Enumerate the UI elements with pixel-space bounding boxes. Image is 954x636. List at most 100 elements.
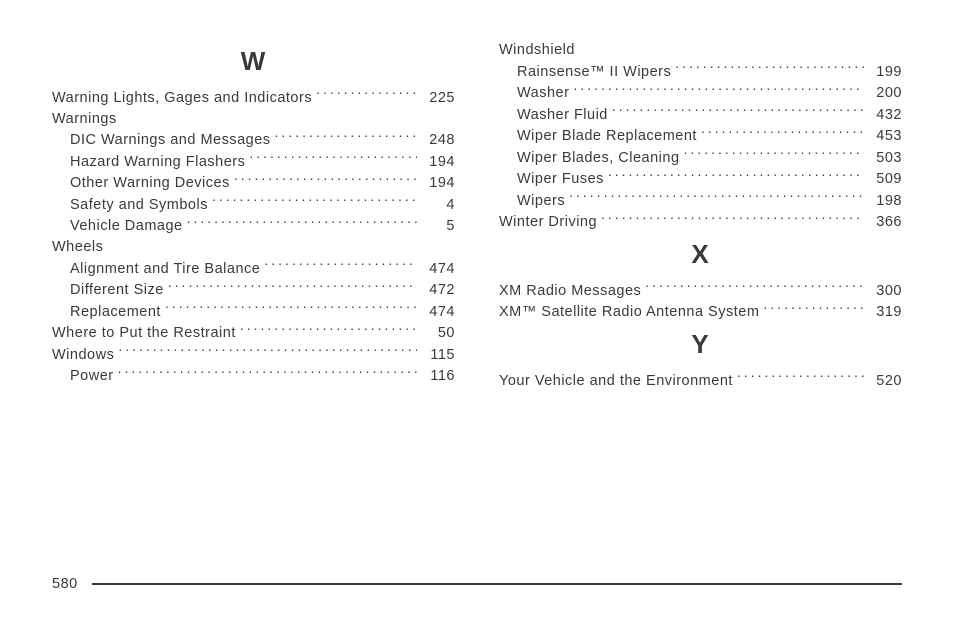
index-entry: Hazard Warning Flashers 194 [52,151,455,173]
index-columns: W Warning Lights, Gages and Indicators 2… [52,40,902,392]
leader-dots [612,104,864,119]
entry-label: Hazard Warning Flashers [70,152,245,173]
entry-label: Winter Driving [499,212,597,233]
entry-label: Rainsense™ II Wipers [517,62,671,83]
entry-label: Wiper Blade Replacement [517,126,697,147]
entry-page: 472 [421,280,455,301]
index-entry: XM Radio Messages 300 [499,280,902,302]
entry-label: Replacement [70,302,161,323]
entry-page: 509 [868,169,902,190]
leader-dots [118,344,417,359]
leader-dots [264,258,417,273]
leader-dots [737,370,864,385]
entry-label: Other Warning Devices [70,173,230,194]
section-heading-x: X [499,239,902,270]
entry-page: 115 [421,345,455,366]
entry-page: 200 [868,83,902,104]
left-column: W Warning Lights, Gages and Indicators 2… [52,40,455,392]
entry-label: Wiper Fuses [517,169,604,190]
entry-page: 116 [421,366,455,387]
index-entry: Warning Lights, Gages and Indicators 225 [52,87,455,109]
index-entry: Replacement 474 [52,301,455,323]
index-entry: Washer 200 [499,83,902,105]
leader-dots [212,194,417,209]
entry-label: Washer Fluid [517,105,608,126]
entry-page: 453 [868,126,902,147]
footer-rule [92,583,902,585]
leader-dots [601,212,864,227]
entry-page: 248 [421,130,455,151]
index-entry: Different Size 472 [52,280,455,302]
leader-dots [573,83,864,98]
index-entry: Wiper Blade Replacement 453 [499,126,902,148]
entry-label: Power [70,366,114,387]
entry-page: 300 [868,281,902,302]
index-entry: Wipers 198 [499,190,902,212]
entry-label: Windows [52,345,114,366]
page-number: 580 [52,576,92,592]
index-entry: Windows 115 [52,344,455,366]
entry-page: 319 [868,302,902,323]
entry-label: Your Vehicle and the Environment [499,371,733,392]
section-heading-w: W [52,46,455,77]
index-entry: Washer Fluid 432 [499,104,902,126]
entry-page: 366 [868,212,902,233]
entry-page: 199 [868,62,902,83]
entry-page: 520 [868,371,902,392]
entry-label: DIC Warnings and Messages [70,130,271,151]
entry-page: 474 [421,302,455,323]
right-column: Windshield Rainsense™ II Wipers 199 Wash… [499,40,902,392]
entry-page: 503 [868,148,902,169]
leader-dots [168,280,417,295]
index-entry: Alignment and Tire Balance 474 [52,258,455,280]
leader-dots [569,190,864,205]
entry-label: Safety and Symbols [70,195,208,216]
entry-page: 474 [421,259,455,280]
index-entry: Other Warning Devices 194 [52,173,455,195]
leader-dots [240,323,417,338]
leader-dots [684,147,864,162]
index-entry: Where to Put the Restraint 50 [52,323,455,345]
leader-dots [165,301,417,316]
entry-label: Washer [517,83,569,104]
leader-dots [187,216,417,231]
entry-label: Wiper Blades, Cleaning [517,148,680,169]
entry-page: 4 [421,195,455,216]
index-entry: Wiper Fuses 509 [499,169,902,191]
entry-label: Alignment and Tire Balance [70,259,260,280]
leader-dots [316,87,417,102]
index-entry: Your Vehicle and the Environment 520 [499,370,902,392]
entry-page: 194 [421,152,455,173]
entry-label: Different Size [70,280,164,301]
entry-label: Vehicle Damage [70,216,183,237]
entry-label: Where to Put the Restraint [52,323,236,344]
entry-label: Warning Lights, Gages and Indicators [52,88,312,109]
index-group-heading: Warnings [52,109,455,130]
index-entry: Safety and Symbols 4 [52,194,455,216]
page-footer: 580 [52,576,902,592]
index-entry: Power 116 [52,366,455,388]
index-entry: Winter Driving 366 [499,212,902,234]
index-entry: Rainsense™ II Wipers 199 [499,61,902,83]
leader-dots [118,366,417,381]
leader-dots [275,130,417,145]
leader-dots [608,169,864,184]
leader-dots [701,126,864,141]
entry-page: 432 [868,105,902,126]
leader-dots [675,61,864,76]
entry-page: 225 [421,88,455,109]
entry-label: Wipers [517,191,565,212]
index-entry: Vehicle Damage 5 [52,216,455,238]
entry-page: 194 [421,173,455,194]
entry-page: 50 [421,323,455,344]
index-group-heading: Windshield [499,40,902,61]
leader-dots [645,280,864,295]
leader-dots [234,173,417,188]
entry-label: XM Radio Messages [499,281,641,302]
index-entry: Wiper Blades, Cleaning 503 [499,147,902,169]
entry-page: 5 [421,216,455,237]
section-heading-y: Y [499,329,902,360]
index-entry: DIC Warnings and Messages 248 [52,130,455,152]
entry-label: XM™ Satellite Radio Antenna System [499,302,759,323]
leader-dots [249,151,417,166]
